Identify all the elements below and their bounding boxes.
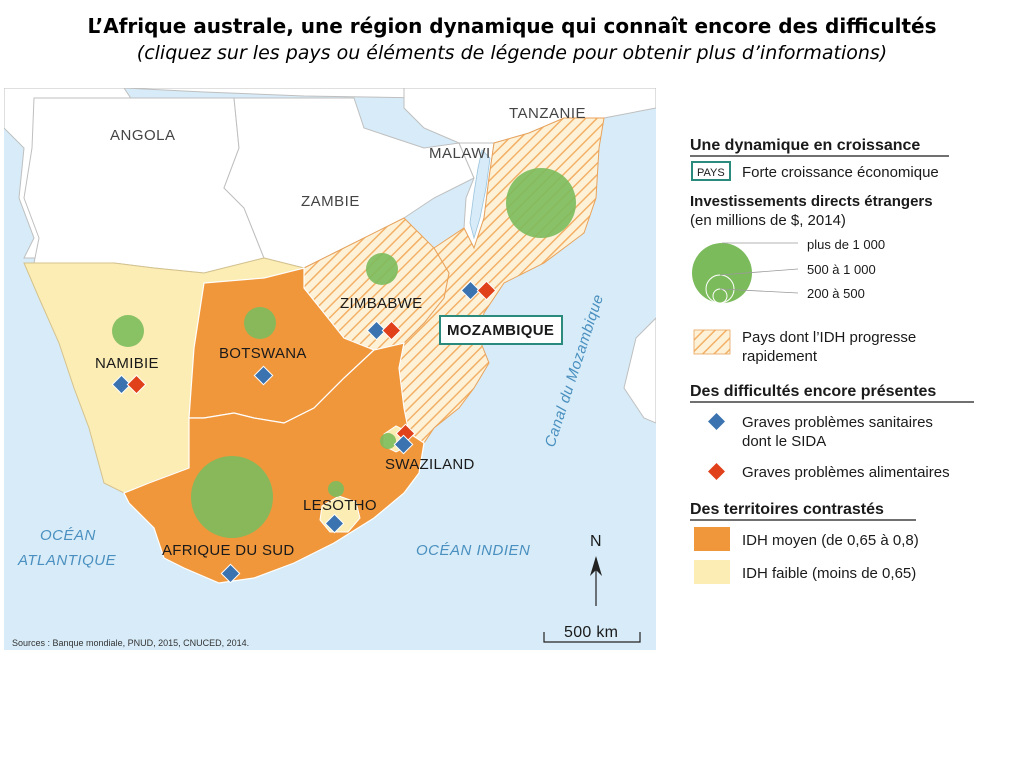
legend-leader-2 (719, 268, 799, 276)
label-mozambique[interactable]: MOZAMBIQUE (447, 322, 554, 339)
legend-sanitary-icon[interactable] (706, 411, 727, 432)
legend-ide-title[interactable]: Investissements directs étrangers (690, 193, 933, 210)
label-tanzanie[interactable]: TANZANIE (509, 105, 586, 122)
label-swaziland[interactable]: SWAZILAND (385, 456, 475, 473)
legend-ide-level-2: 500 à 1 000 (807, 262, 876, 277)
legend-section-croissance[interactable]: Une dynamique en croissance (690, 137, 920, 154)
marker-sanitary-zimbabwe[interactable] (366, 320, 387, 341)
label-afrique-du-sud[interactable]: AFRIQUE DU SUD (162, 542, 295, 559)
source-text: Sources : Banque mondiale, PNUD, 2015, C… (12, 638, 249, 648)
legend-idh-progress-1[interactable]: Pays dont l’IDH progresse (742, 329, 916, 346)
marker-sanitary-afrique-du-sud[interactable] (220, 563, 241, 584)
label-namibie[interactable]: NAMIBIE (95, 355, 159, 372)
legend-food-icon[interactable] (706, 461, 727, 482)
marker-sanitary-swaziland[interactable] (393, 434, 414, 455)
north-label: N (590, 533, 602, 550)
lake-malawi (469, 149, 491, 240)
legend-idh-progress-2: rapidement (742, 348, 818, 365)
legend-pays-box[interactable] (691, 161, 731, 181)
label-zambie[interactable]: ZAMBIE (301, 193, 360, 210)
marker-sanitary-botswana[interactable] (253, 365, 274, 386)
label-ocean-indien: OCÉAN INDIEN (416, 542, 530, 559)
page-title: L’Afrique australe, une région dynamique… (87, 14, 937, 38)
legend-idh-moyen[interactable]: IDH moyen (de 0,65 à 0,8) (742, 532, 919, 549)
legend-idh-faible[interactable]: IDH faible (moins de 0,65) (742, 565, 916, 582)
legend-pays-text: PAYS (697, 167, 725, 179)
investment-circle-mozambique[interactable] (506, 168, 576, 238)
marker-food-namibie[interactable] (126, 374, 147, 395)
label-ocean-atlantique-2: ATLANTIQUE (17, 552, 117, 569)
marker-food-mozambique[interactable] (476, 280, 497, 301)
legend-leader-3 (719, 288, 799, 294)
investment-circle-swaziland[interactable] (380, 433, 396, 449)
legend-section-difficultes[interactable]: Des difficultés encore présentes (690, 383, 936, 400)
legend-ide-level-1: plus de 1 000 (807, 237, 885, 252)
label-angola[interactable]: ANGOLA (110, 127, 176, 144)
marker-sanitary-lesotho[interactable] (324, 513, 345, 534)
scale-bar (543, 632, 641, 643)
investment-circle-namibie[interactable] (112, 315, 144, 347)
label-zimbabwe[interactable]: ZIMBABWE (340, 295, 422, 312)
land-madagascar (623, 317, 656, 424)
legend-ide-unit: (en millions de $, 2014) (690, 212, 846, 229)
strong-growth-frame-mozambique[interactable] (439, 315, 563, 345)
scale-label: 500 km (564, 624, 618, 641)
legend-strong-growth[interactable]: Forte croissance économique (742, 164, 939, 181)
marker-food-zimbabwe[interactable] (381, 320, 402, 341)
label-ocean-atlantique-1: OCÉAN (40, 527, 96, 544)
legend: Une dynamique en croissance PAYS Forte c… (690, 137, 974, 584)
legend-sanitary-2: dont le SIDA (742, 433, 826, 450)
legend-idh-faible-swatch[interactable] (694, 560, 730, 584)
marker-sanitary-mozambique[interactable] (460, 280, 481, 301)
investment-circle-lesotho[interactable] (328, 481, 344, 497)
label-botswana[interactable]: BOTSWANA (219, 345, 307, 362)
marker-sanitary-namibie[interactable] (111, 374, 132, 395)
legend-section-territoires[interactable]: Des territoires contrastés (690, 501, 884, 518)
label-malawi[interactable]: MALAWI (429, 145, 491, 162)
investment-circle-botswana[interactable] (244, 307, 276, 339)
investment-circle-afrique-du-sud[interactable] (191, 456, 273, 538)
legend-ide-level-3: 200 à 500 (807, 286, 865, 301)
legend-idh-progress-swatch[interactable] (693, 329, 731, 355)
legend-circle-small[interactable] (712, 288, 728, 304)
label-lesotho[interactable]: LESOTHO (303, 497, 377, 514)
page-subtitle: (cliquez sur les pays ou éléments de lég… (136, 42, 888, 64)
legend-sanitary-1[interactable]: Graves problèmes sanitaires (742, 414, 933, 431)
map: ANGOLA ZAMBIE MALAWI TANZANIE ZIMBABWE M… (4, 88, 656, 650)
north-arrow-icon (590, 556, 602, 576)
investment-circle-zimbabwe[interactable] (366, 253, 398, 285)
legend-idh-moyen-swatch[interactable] (694, 527, 730, 551)
legend-food[interactable]: Graves problèmes alimentaires (742, 464, 950, 481)
